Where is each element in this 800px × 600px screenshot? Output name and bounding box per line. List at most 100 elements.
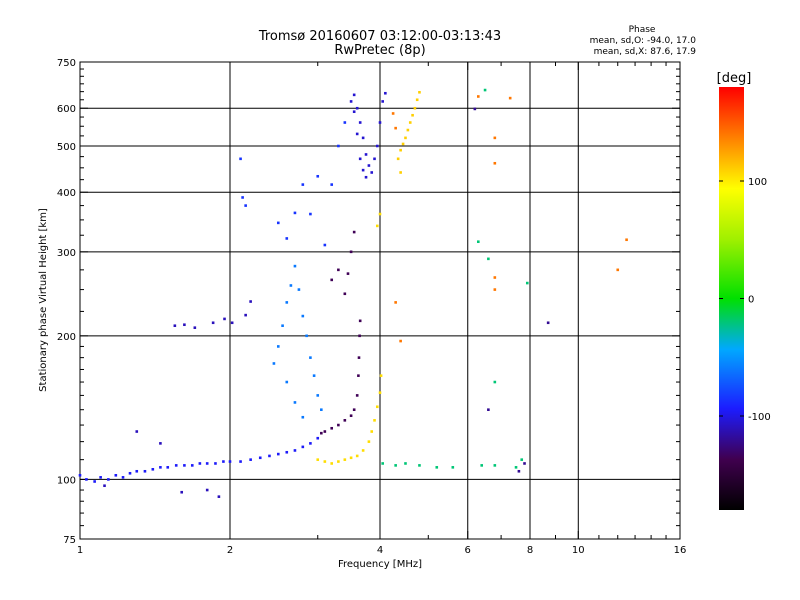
echo-point [183, 323, 186, 327]
echo-point [493, 136, 497, 140]
echo-point [180, 490, 184, 494]
echo-point [244, 313, 247, 317]
echo-point [214, 462, 217, 465]
echo-point [493, 276, 497, 279]
echo-point [297, 288, 301, 291]
echo-point [381, 100, 384, 103]
echo-point [408, 121, 412, 124]
echo-point [364, 175, 368, 179]
chart-title: Tromsø 20160607 03:12:00-03:13:43 [258, 29, 501, 44]
echo-point [173, 324, 177, 328]
colorbar-tick-label: 100 [748, 177, 767, 188]
echo-point [320, 408, 323, 412]
phase-stats-o: mean, sd,O: -94.0, 17.0 [590, 36, 697, 46]
echo-point [309, 442, 312, 445]
echo-point [323, 243, 327, 247]
echo-point [343, 458, 347, 461]
echo-point [93, 480, 96, 483]
echo-point [413, 106, 417, 110]
echo-point [293, 449, 297, 452]
echo-point [487, 408, 490, 412]
echo-point [391, 112, 395, 115]
echo-point [361, 449, 365, 452]
phase-stats-x: mean, sd,X: 87.6, 17.9 [594, 47, 697, 57]
echo-point [352, 110, 356, 114]
echo-point [364, 153, 368, 156]
echo-point [121, 476, 125, 479]
echo-point [276, 221, 280, 225]
echo-point [401, 142, 405, 146]
echo-point [517, 469, 521, 473]
echo-point [373, 157, 376, 161]
echo-point [349, 100, 353, 103]
echo-point [305, 334, 308, 338]
echo-point [477, 240, 480, 244]
echo-point [249, 458, 252, 461]
y-tick-label: 300 [57, 248, 76, 259]
echo-point [355, 394, 359, 397]
echo-point [370, 430, 374, 433]
y-tick-label: 100 [57, 475, 76, 486]
echo-point [239, 157, 242, 161]
echo-point [103, 484, 106, 488]
echo-point [404, 462, 407, 465]
echo-point [293, 401, 297, 404]
echo-point [355, 106, 359, 110]
echo-point [379, 374, 383, 377]
echo-point [241, 196, 244, 199]
echo-point [183, 464, 186, 467]
echo-point [166, 466, 170, 469]
echo-point [312, 374, 316, 377]
echo-point [399, 171, 402, 174]
echo-point [394, 464, 397, 467]
echo-point [320, 431, 323, 435]
echo-point [435, 466, 439, 469]
echo-point [487, 257, 490, 261]
echo-point [285, 237, 289, 240]
echo-point [244, 204, 247, 207]
echo-point [230, 321, 234, 325]
echo-point [285, 301, 289, 304]
echo-point [223, 317, 226, 321]
echo-point [114, 474, 118, 477]
echo-point [301, 183, 305, 186]
echo-point [276, 452, 280, 456]
echo-point [135, 430, 139, 433]
echo-point [399, 148, 402, 152]
echo-point [394, 301, 397, 304]
echo-point [316, 458, 320, 461]
echo-point [378, 212, 382, 216]
echo-point [258, 456, 262, 460]
x-tick-label: 6 [465, 545, 471, 556]
echo-point [330, 278, 334, 282]
echo-point [293, 211, 297, 215]
axis-ticks [79, 61, 681, 540]
echo-point [367, 164, 371, 167]
x-tick-label: 10 [572, 545, 585, 556]
echo-point [205, 462, 209, 465]
echo-point [316, 174, 320, 178]
echo-point [276, 345, 280, 348]
echo-point [222, 460, 225, 463]
echo-point [228, 460, 232, 463]
echo-point [309, 356, 312, 359]
echo-point [357, 374, 360, 377]
echo-point [451, 466, 455, 469]
echo-point [358, 157, 362, 161]
echo-point [349, 414, 353, 418]
colorbar-tick-label: 0 [748, 295, 754, 306]
echo-point [323, 430, 327, 433]
y-tick-label: 200 [57, 332, 76, 343]
echo-point [508, 96, 512, 100]
echo-point [477, 95, 480, 98]
echo-point [352, 230, 356, 234]
echo-point [493, 380, 497, 384]
echo-point [249, 300, 252, 303]
echo-point [268, 454, 271, 458]
echo-point [309, 212, 312, 216]
echo-point [323, 460, 327, 463]
echo-point [289, 284, 293, 287]
x-tick-label: 1 [77, 545, 83, 556]
echo-point [281, 324, 284, 328]
echo-point [404, 136, 407, 140]
